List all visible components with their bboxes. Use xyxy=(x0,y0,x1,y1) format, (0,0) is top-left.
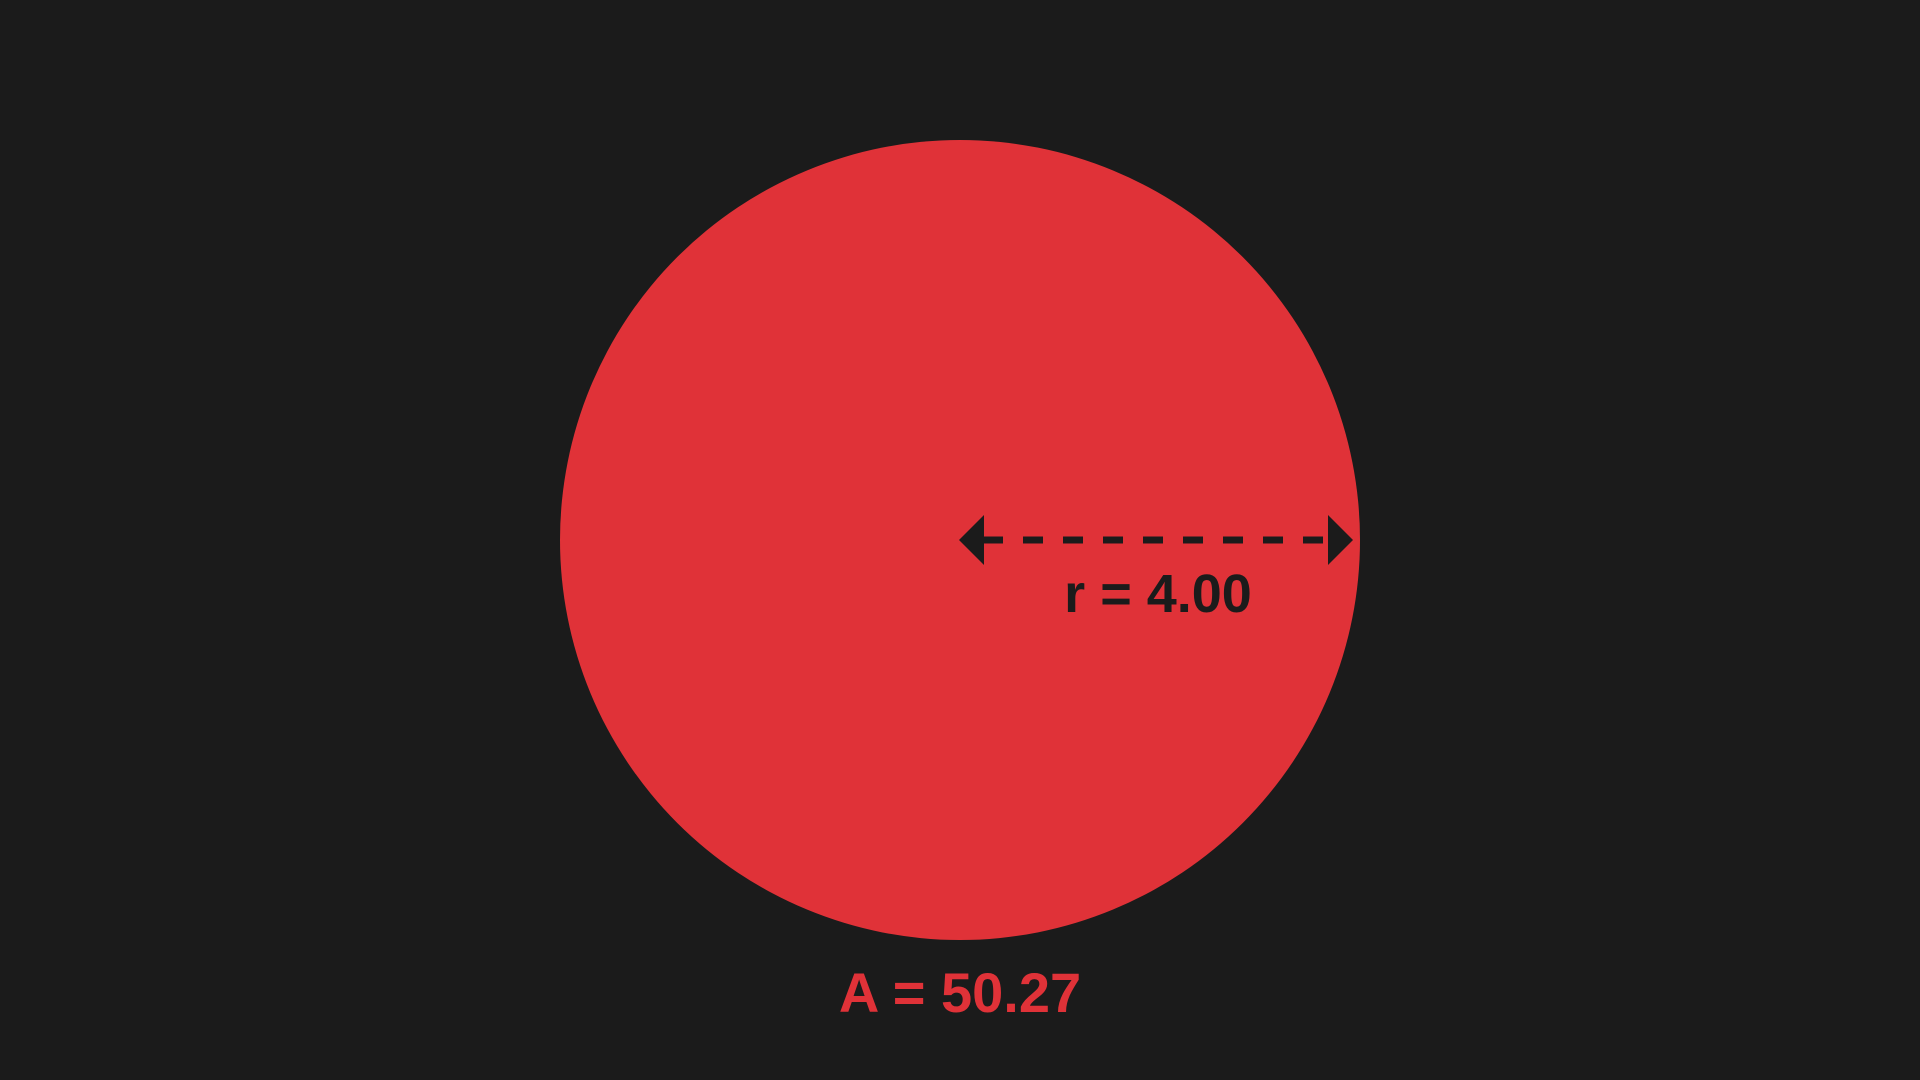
area-label: A = 50.27 xyxy=(839,961,1081,1024)
radius-arrow-right-icon xyxy=(1328,515,1353,565)
radius-label: r = 4.00 xyxy=(1064,564,1252,624)
radius-arrow-left-icon xyxy=(959,515,984,565)
